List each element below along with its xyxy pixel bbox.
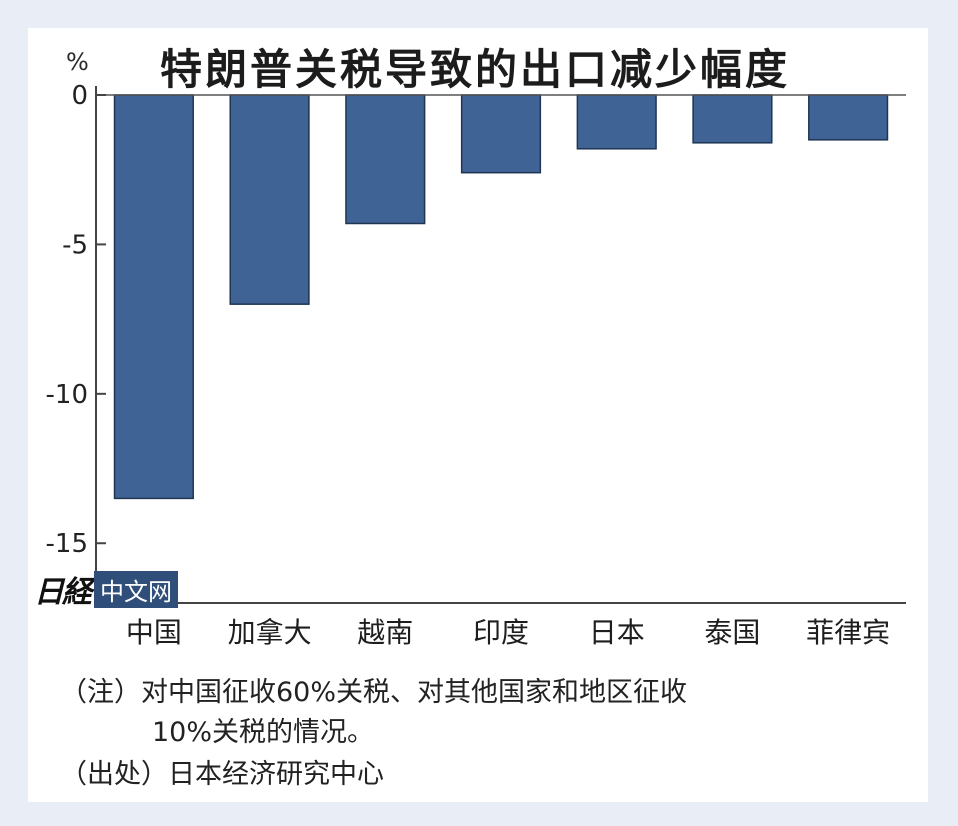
x-tick-label: 印度 [473, 616, 529, 649]
x-tick-label: 日本 [589, 616, 645, 649]
x-tick-label: 泰国 [704, 616, 760, 649]
bar-5 [692, 94, 773, 144]
bar-1 [229, 94, 310, 305]
source-note: （出处）日本经济研究中心 [60, 759, 384, 790]
x-tick-label: 菲律宾 [806, 616, 890, 649]
bar-6 [808, 94, 889, 141]
note-line-1: （注）对中国征收60%关税、对其他国家和地区征收 [60, 677, 688, 708]
x-tick-label: 加拿大 [228, 616, 312, 649]
y-tick-label: -15 [46, 529, 88, 559]
bar-3 [460, 94, 542, 174]
bar-4 [576, 94, 657, 150]
bar-0 [113, 94, 194, 500]
x-tick-label: 中国 [126, 616, 182, 649]
y-tick-label: 0 [71, 81, 88, 111]
x-tick-label: 越南 [357, 616, 413, 649]
logo-tag: 中文网 [94, 570, 178, 608]
nikkei-logo: 日経 中文网 [34, 570, 178, 610]
note-line-2: 10%关税的情况。 [152, 717, 375, 748]
y-tick-label: -5 [62, 230, 88, 260]
bar-2 [345, 94, 426, 225]
y-tick-label: -10 [46, 380, 88, 410]
y-axis-unit-label: % [66, 48, 89, 76]
chart-title: 特朗普关税导致的出口减少幅度 [160, 45, 791, 94]
logo-mark: 日経 [34, 575, 92, 610]
